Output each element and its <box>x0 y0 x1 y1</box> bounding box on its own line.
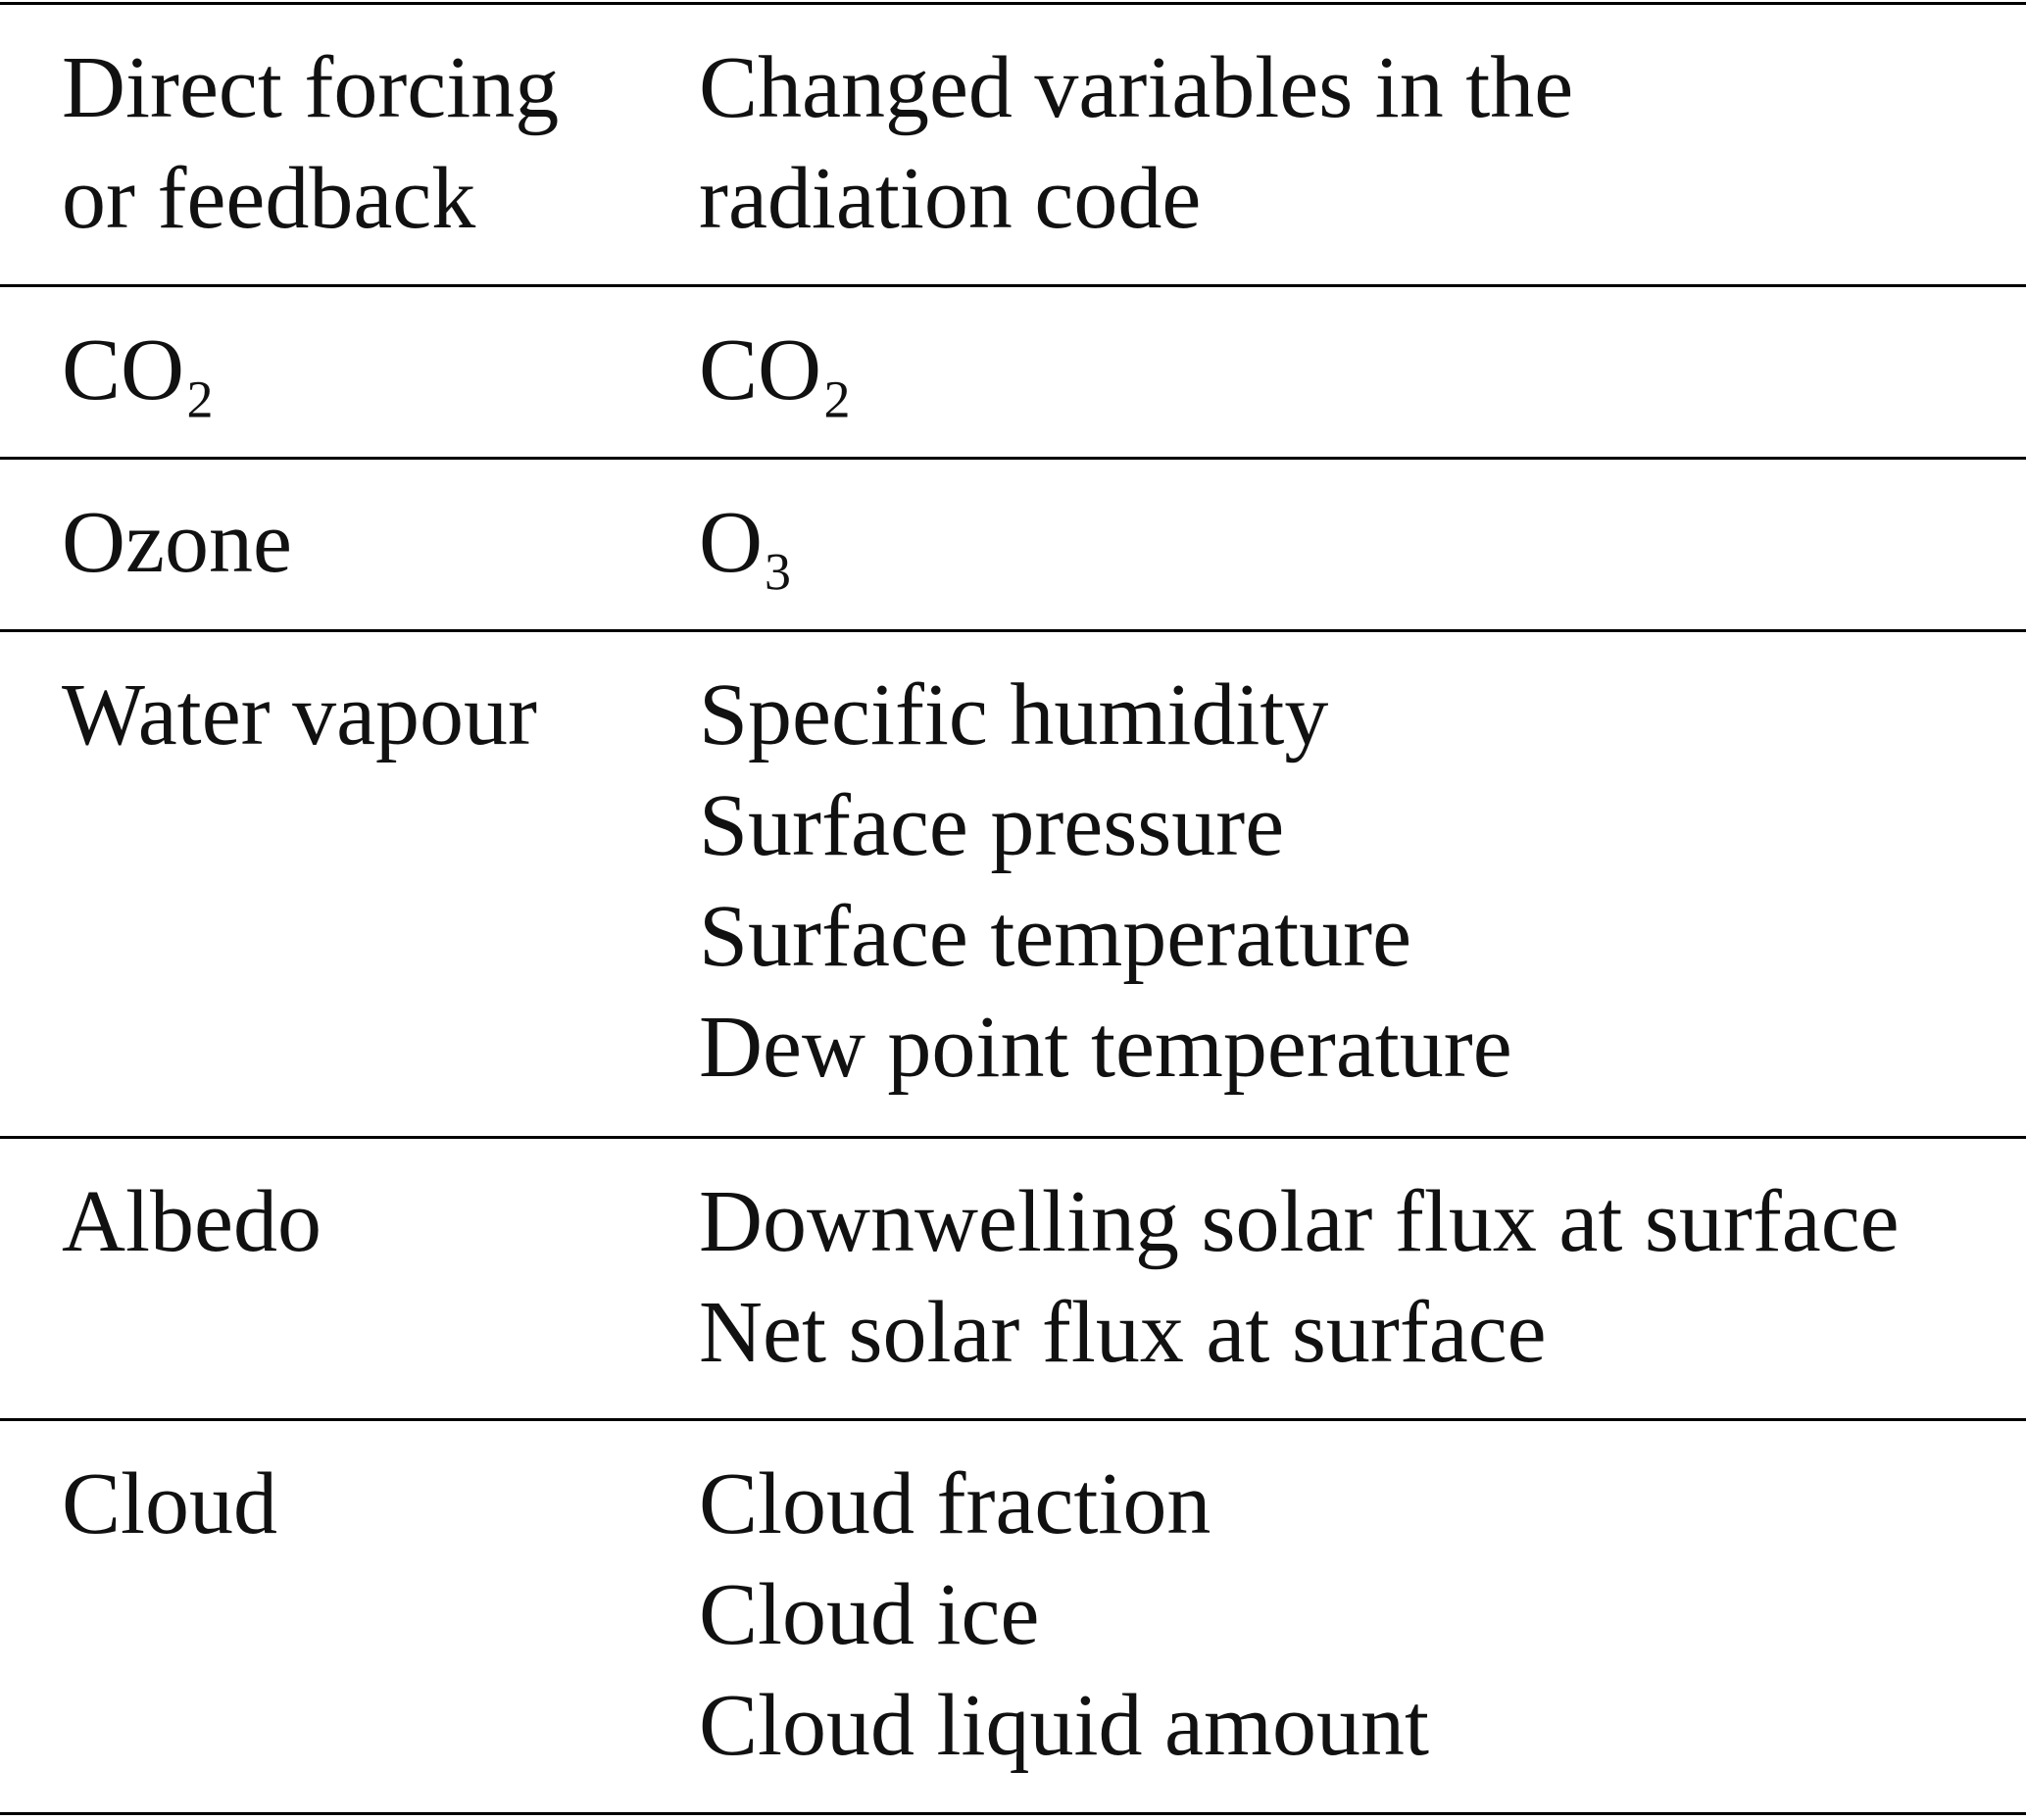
forcing-cell: Water vapour <box>0 631 699 1138</box>
variables-cell: CO₂ <box>699 286 2026 459</box>
header-text: Direct forcing or feedback <box>62 39 560 247</box>
variable-name: Downwelling solar flux at surface <box>699 1173 1900 1270</box>
variable-name: Specific humidity <box>699 666 1329 763</box>
table-row: Ozone O₃ <box>0 458 2026 631</box>
forcing-cell: Cloud <box>0 1420 699 1814</box>
variable-name: Dew point temperature <box>699 999 1512 1096</box>
header-text: Changed variables in the radiation code <box>699 39 1574 247</box>
variables-cell: Specific humidity Surface pressure Surface… <box>699 631 2026 1138</box>
forcing-label: Water vapour <box>62 666 538 763</box>
variables-cell: Cloud fraction Cloud ice Cloud liquid amou… <box>699 1420 2026 1814</box>
table-row: CO₂ CO₂ <box>0 285 2026 459</box>
variable-name: Surface temperature <box>699 888 1412 985</box>
table-row: Albedo Downwelling solar flux at surface N… <box>0 1137 2026 1420</box>
variable-name: O₃ <box>699 494 794 591</box>
forcing-cell: Albedo <box>0 1138 699 1420</box>
variable-name: CO₂ <box>699 321 853 418</box>
table-header: Direct forcing or feedback Changed varia… <box>0 3 2026 286</box>
header-cell: Changed variables in the radiation code <box>699 4 2026 286</box>
forcing-label: Cloud <box>62 1455 278 1552</box>
table-row: Cloud Cloud fraction Cloud ice Cloud liquid… <box>0 1419 2026 1814</box>
variables-cell: O₃ <box>699 459 2026 631</box>
variable-name: Cloud ice <box>699 1566 1040 1663</box>
variable-name: Cloud liquid amount <box>699 1677 1430 1774</box>
variables-cell: Downwelling solar flux at surface Net sol… <box>699 1138 2026 1420</box>
header-cell: Direct forcing or feedback <box>0 4 699 286</box>
table-row: Water vapour Specific humidity Surface pre… <box>0 630 2026 1138</box>
forcing-cell: Ozone <box>0 459 699 631</box>
forcing-cell: CO₂ <box>0 286 699 459</box>
forcing-label: Albedo <box>62 1173 321 1270</box>
header-row: Direct forcing or feedback Changed varia… <box>0 3 2026 286</box>
forcing-label: CO₂ <box>62 321 216 418</box>
table-body: CO₂ CO₂ Ozone O₃ Water vapour Specific humidi… <box>0 285 2026 1814</box>
forcing-label: Ozone <box>62 494 292 591</box>
variable-name: Surface pressure <box>699 777 1285 874</box>
variable-name: Cloud fraction <box>699 1455 1211 1552</box>
variable-name: Net solar flux at surface <box>699 1284 1547 1381</box>
